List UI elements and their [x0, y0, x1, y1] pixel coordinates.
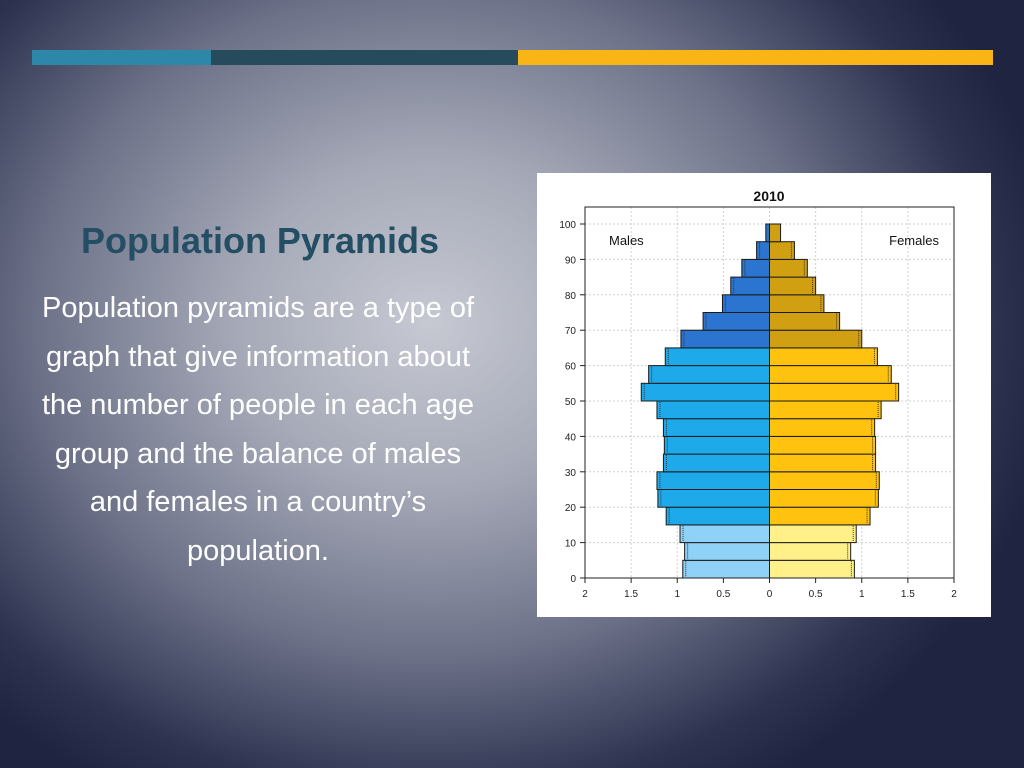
female-bar	[769, 223, 782, 243]
female-bar	[769, 400, 882, 420]
female-bar	[769, 382, 900, 402]
male-bar	[679, 524, 770, 544]
female-bar	[769, 453, 877, 473]
male-bar	[702, 312, 770, 331]
female-bar	[769, 347, 878, 367]
y-tick-label: 10	[565, 539, 577, 550]
male-bar	[730, 276, 771, 296]
male-bar	[664, 347, 771, 367]
y-tick-label: 30	[565, 468, 577, 479]
x-tick-label: 0.5	[716, 589, 730, 600]
population-pyramid-chart: 2010 2 1.5 1 0.5 0 0.5 1 1.5 2 0 10 20 30 40 50 60 70 80 9…	[537, 173, 991, 617]
male-bar	[663, 435, 770, 455]
female-bar	[769, 435, 877, 455]
male-bar	[640, 382, 770, 402]
y-tick-label: 40	[565, 432, 577, 443]
females-label: Females	[889, 233, 939, 248]
female-bar	[769, 294, 825, 314]
y-tick-label: 70	[565, 326, 577, 337]
female-bar	[769, 542, 852, 561]
x-tick-label: 1.5	[624, 589, 638, 600]
y-tick-label: 50	[565, 397, 577, 408]
x-tick-label: 0	[767, 589, 773, 600]
female-bar	[769, 471, 880, 490]
chart-bars	[640, 223, 900, 579]
top-bar-segment-left	[32, 50, 211, 65]
female-bar	[769, 506, 871, 526]
male-bar	[662, 418, 770, 437]
y-tick-label: 0	[570, 574, 576, 585]
male-bar	[765, 223, 770, 243]
x-tick-label: 1.5	[901, 589, 915, 600]
female-bar	[769, 489, 879, 508]
x-tick-label: 0.5	[809, 589, 823, 600]
male-bar	[756, 241, 771, 260]
female-bar	[769, 524, 857, 544]
top-bar-segment-right	[518, 50, 993, 65]
x-tick-label: 2	[951, 589, 957, 600]
male-bar	[648, 365, 770, 384]
y-tick-label: 100	[559, 220, 576, 231]
male-bar	[656, 400, 770, 420]
slide-body-text: Population pyramids are a type of graph …	[41, 292, 475, 567]
male-bar	[662, 453, 770, 473]
male-bar	[665, 506, 770, 526]
x-tick-label: 1	[674, 589, 680, 600]
top-bar-segment-middle	[211, 50, 518, 65]
y-tick-label: 80	[565, 291, 577, 302]
female-bar	[769, 241, 795, 260]
top-accent-bar	[32, 50, 993, 65]
female-bar	[769, 329, 863, 349]
male-bar	[682, 559, 770, 579]
female-bar	[769, 312, 841, 331]
y-tick-label: 20	[565, 503, 577, 514]
male-bar	[656, 471, 770, 490]
female-bar	[769, 258, 808, 278]
male-bar	[684, 542, 771, 561]
chart-title: 2010	[753, 188, 784, 204]
x-tick-label: 1	[859, 589, 865, 600]
y-tick-label: 90	[565, 255, 577, 266]
male-bar	[721, 294, 770, 314]
female-bar	[769, 365, 892, 384]
male-bar	[657, 489, 770, 508]
x-tick-label: 2	[582, 589, 588, 600]
female-bar	[769, 559, 855, 579]
y-tick-label: 60	[565, 362, 577, 373]
chart-svg: 2010 2 1.5 1 0.5 0 0.5 1 1.5 2010203040506070809…	[559, 188, 957, 600]
male-bar	[680, 329, 770, 349]
male-bar	[741, 258, 770, 278]
slide-title: Population Pyramids	[80, 220, 440, 261]
males-label: Males	[609, 233, 644, 248]
female-bar	[769, 276, 817, 296]
female-bar	[769, 418, 876, 437]
